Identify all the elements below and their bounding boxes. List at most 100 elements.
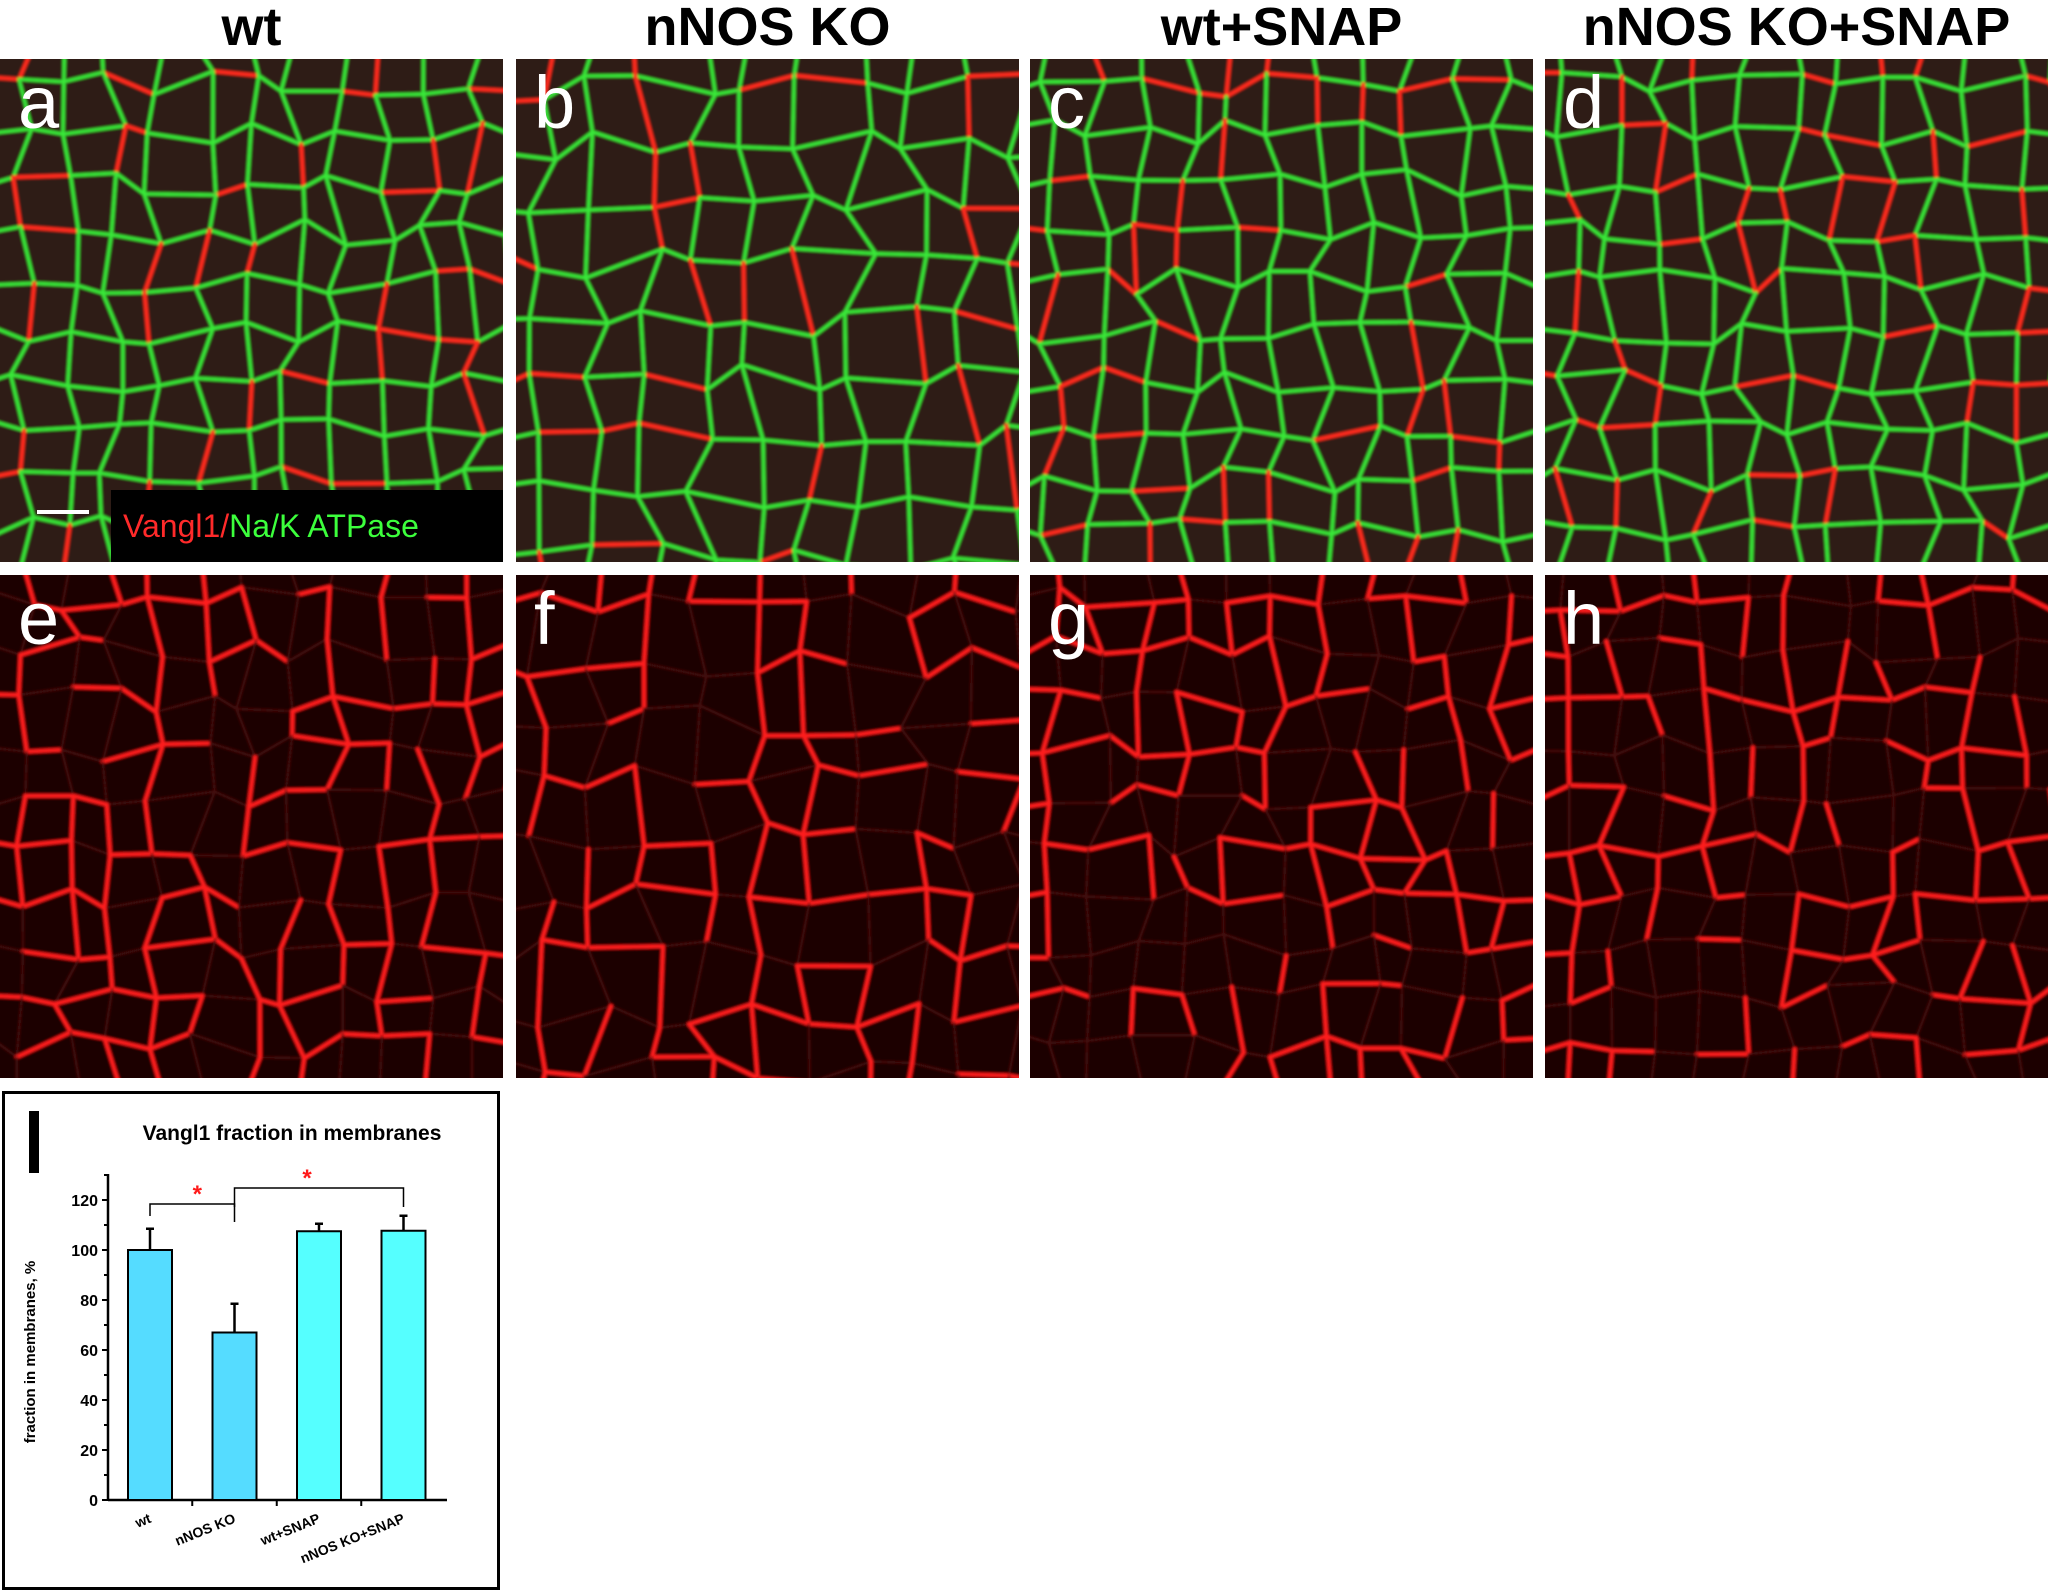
cell-body [1269, 636, 1328, 707]
membrane-outline [461, 371, 503, 383]
cell-body [584, 765, 645, 850]
membrane-outline [1004, 423, 1019, 429]
membrane-outline [1356, 424, 1383, 481]
membrane-outline [385, 238, 397, 286]
cell-body [144, 132, 216, 196]
membrane-outline [1936, 323, 1968, 337]
membrane-outline [1691, 532, 1707, 562]
membrane-outline [1964, 1053, 1977, 1078]
membrane-outline [1323, 185, 1333, 242]
membrane-outline [1664, 538, 1670, 562]
vangl1-membrane-signal [1129, 486, 1193, 494]
cell-body [1278, 387, 1334, 441]
vangl1-membrane-signal [1661, 593, 1700, 605]
membrane-outline [1143, 380, 1200, 394]
cell-body [1399, 78, 1471, 137]
membrane-outline [661, 940, 708, 948]
membrane-outline [1919, 938, 1934, 996]
cell-body [1107, 224, 1137, 295]
cell-body [637, 423, 713, 497]
cell-body [1492, 843, 1533, 901]
cell-body [584, 374, 645, 432]
vangl1-membrane-signal [849, 575, 854, 596]
cell-body [1872, 893, 1921, 956]
vangl1-membrane-signal [161, 741, 213, 747]
vangl1-membrane-signal [123, 123, 150, 135]
membrane-outline [1700, 221, 1740, 241]
membrane-outline [1661, 733, 1711, 755]
cell-body [1916, 1037, 1976, 1078]
membrane-outline [591, 429, 604, 492]
vangl1-membrane-signal [1790, 1047, 1797, 1078]
cell-body [1085, 602, 1155, 654]
cell-body [301, 1033, 343, 1078]
vangl1-membrane-signal [516, 97, 547, 104]
vangl1-membrane-signal [142, 946, 159, 1000]
cell-body [1959, 998, 2031, 1055]
cell-body [1734, 375, 1794, 435]
membrane-outline [688, 940, 708, 1026]
vangl1-membrane-signal [376, 837, 432, 849]
vangl1-membrane-signal [692, 779, 751, 787]
cell-body [516, 154, 556, 213]
membrane-outline [388, 707, 395, 744]
panel-label: h [1563, 577, 1605, 660]
vangl1-membrane-signal [1973, 896, 2032, 903]
vangl1-membrane-signal [76, 954, 112, 962]
cell-body [844, 306, 927, 384]
cell-body [918, 939, 961, 1023]
cell-body [926, 888, 972, 961]
cell-body [844, 253, 927, 313]
cell-body [1030, 689, 1061, 754]
cell-body [2014, 638, 2048, 702]
cell-body [1920, 939, 1984, 999]
vangl1-membrane-signal [1229, 984, 1246, 1055]
vangl1-membrane-signal [2005, 834, 2048, 845]
cell-body [2016, 331, 2048, 386]
panel-f-vangl1-image: f [516, 575, 1019, 1078]
cell-body [149, 422, 213, 484]
vangl1-membrane-signal [1566, 192, 1583, 222]
membrane-outline [247, 428, 257, 478]
membrane-outline [117, 421, 153, 426]
membrane-outline [1030, 336, 1041, 346]
membrane-outline [961, 136, 971, 211]
membrane-outline [149, 383, 162, 425]
membrane-outline [388, 741, 419, 751]
membrane-outline [1328, 220, 1376, 242]
cell-body [635, 843, 716, 895]
cell-body [0, 575, 35, 605]
vangl1-membrane-signal [1040, 733, 1112, 755]
membrane-outline [203, 59, 215, 74]
cell-body [1599, 786, 1665, 857]
cell-body [1961, 692, 2027, 756]
cell-body [1145, 382, 1198, 435]
membrane-outline [1218, 172, 1282, 182]
membrane-outline [1545, 466, 1557, 477]
cell-body [109, 948, 157, 998]
membrane-outline [1915, 993, 1934, 1039]
vangl1-membrane-signal [1040, 688, 1063, 755]
membrane-outline [425, 575, 428, 599]
vangl1-membrane-signal [465, 120, 485, 197]
membrane-outline [1614, 59, 1624, 79]
vangl1-membrane-signal [1567, 783, 1626, 789]
vangl1-membrane-signal [1689, 59, 1695, 83]
membrane-outline [1042, 474, 1099, 493]
membrane-outline [978, 423, 1009, 448]
vangl1-membrane-signal [11, 175, 23, 229]
cell-body [104, 897, 163, 957]
membrane-outline [211, 141, 218, 197]
cell-body [803, 828, 869, 904]
vangl1-membrane-signal [0, 841, 19, 849]
cell-body [1093, 367, 1147, 438]
membrane-outline [385, 789, 441, 806]
cell-body [1264, 696, 1331, 753]
vangl1-membrane-signal [0, 692, 21, 698]
membrane-outline [1545, 327, 1577, 336]
membrane-outline [1187, 598, 1228, 604]
membrane-outline [1796, 72, 1805, 131]
column-header-wt: wt [221, 0, 282, 57]
membrane-outline [1620, 75, 1652, 94]
cell-body [1411, 322, 1470, 390]
